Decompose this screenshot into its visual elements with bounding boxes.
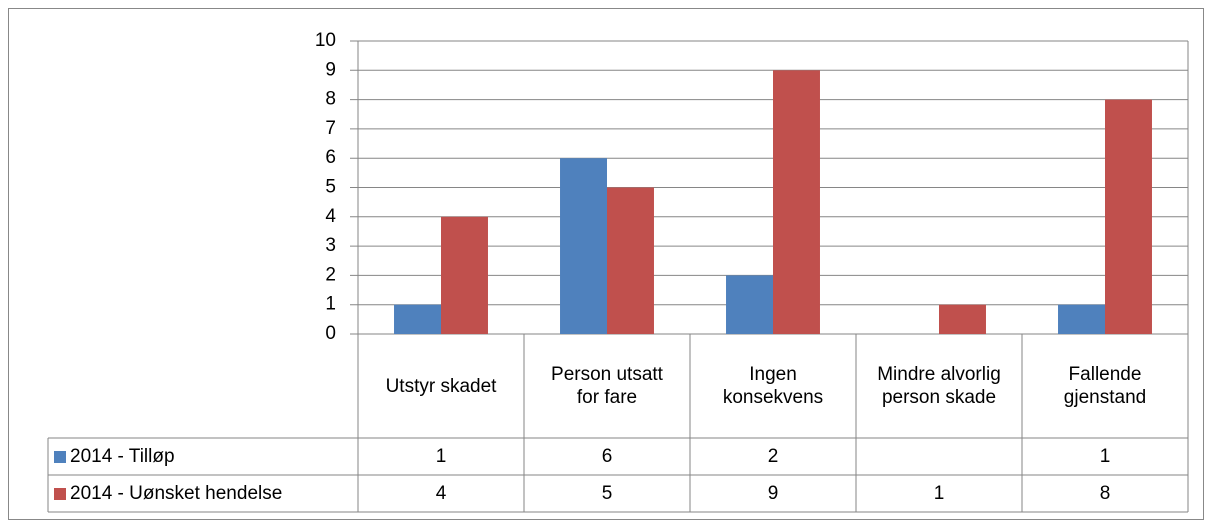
bar [773,70,820,335]
category-label: Mindre alvorlig person skade [877,364,1001,408]
chart-border [8,8,1204,520]
table-value [856,438,1022,475]
table-value: 1 [933,483,945,504]
table-value: 2 [767,446,779,467]
legend-swatch [54,487,66,500]
legend-entry: 2014 - Tilløp [50,438,175,475]
y-tick-label: 4 [325,206,336,227]
legend-label: 2014 - Tilløp [70,445,175,467]
y-tick-label: 9 [325,59,336,80]
legend-entry: 2014 - Uønsket hendelse [50,475,282,512]
category-label: Ingen konsekvens [722,364,824,408]
y-tick-label: 1 [325,294,336,315]
y-tick-label: 5 [325,177,336,198]
bar [1105,99,1152,334]
table-value: 8 [1099,483,1111,504]
table-value: 6 [601,446,613,467]
table-value: 1 [435,446,447,467]
bar [726,275,773,334]
table-value: 9 [767,483,779,504]
legend-swatch [54,450,66,463]
bar [607,187,654,334]
table-value: 4 [435,483,447,504]
bar [394,304,441,334]
y-tick-label: 2 [325,264,336,285]
table-value: 1 [1099,446,1111,467]
category-label: Utstyr skadet [385,375,497,397]
y-tick-label: 10 [315,30,336,51]
y-tick-label: 3 [325,235,336,256]
bar [441,216,488,334]
y-tick-label: 6 [325,147,336,168]
category-label: Fallende gjenstand [1063,364,1147,408]
bar [1058,304,1105,334]
y-tick-label: 8 [325,89,336,110]
table-value: 5 [601,483,613,504]
category-label: Person utsatt for fare [551,364,663,408]
bar [560,158,607,334]
legend-label: 2014 - Uønsket hendelse [70,482,283,504]
y-tick-label: 0 [325,323,336,344]
bar [939,304,986,334]
y-tick-label: 7 [325,118,336,139]
